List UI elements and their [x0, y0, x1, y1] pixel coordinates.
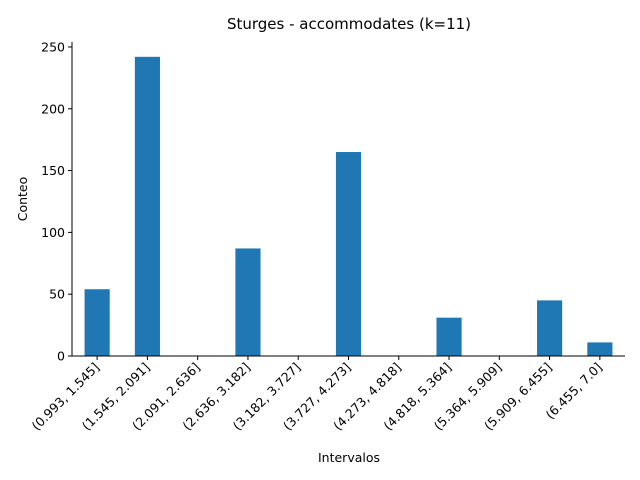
y-tick-label-4: 200 — [41, 101, 65, 116]
bar-3 — [235, 248, 261, 356]
bar-1 — [134, 56, 160, 356]
bar-5 — [335, 152, 362, 356]
y-axis-label: Conteo — [15, 177, 30, 222]
bar-9 — [537, 300, 563, 356]
chart-title: Sturges - accommodates (k=11) — [227, 15, 471, 33]
y-tick-label-3: 150 — [41, 163, 65, 178]
y-tick-label-0: 0 — [57, 349, 65, 364]
bar-10 — [587, 342, 613, 356]
x-axis-label: Intervalos — [318, 450, 380, 465]
y-tick-label-1: 50 — [49, 287, 65, 302]
bar-7 — [436, 317, 462, 356]
y-tick-label-5: 250 — [41, 39, 65, 54]
y-tick-label-2: 100 — [41, 225, 65, 240]
bar-0 — [84, 289, 110, 356]
